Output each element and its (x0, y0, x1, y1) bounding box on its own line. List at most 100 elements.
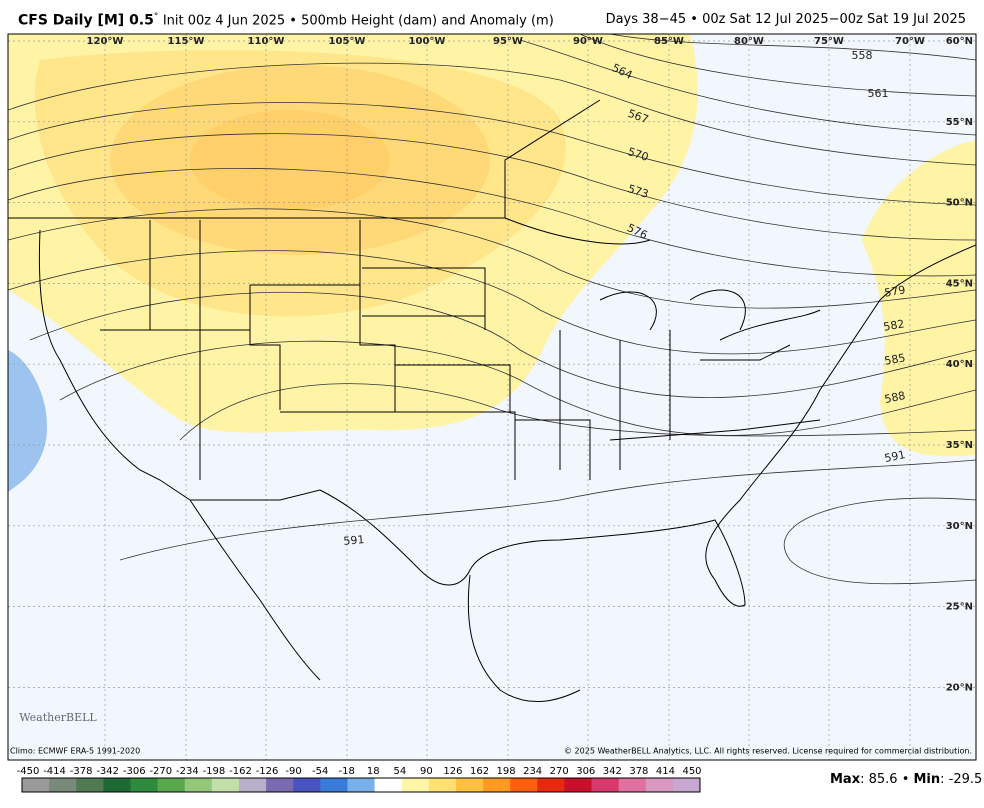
valid-time: Days 38−45 • 00z Sat 12 Jul 2025−00z Sat… (605, 12, 966, 27)
stats: Max: 85.6 • Min: -29.5 (830, 772, 982, 787)
lat-label: 55°N (946, 117, 973, 128)
climo-note: Climo: ECMWF ERA-5 1991-2020 (10, 747, 140, 756)
colorbar-tick-label: -198 (203, 766, 226, 777)
lon-label: 70°W (895, 36, 925, 47)
anomaly-negative (8, 350, 48, 492)
colorbar-tick-label: -270 (149, 766, 172, 777)
boundaries (8, 99, 976, 703)
colorbar-swatch (266, 778, 294, 792)
lon-label: 115°W (168, 36, 205, 47)
logo: WeatherBELL (19, 711, 97, 724)
colorbar-tick-label: 378 (629, 766, 648, 777)
contour-label: 585 (883, 351, 906, 367)
lon-label: 85°W (654, 36, 684, 47)
degree: ° (153, 12, 159, 22)
lon-label: 95°W (493, 36, 523, 47)
colorbar-tick-label: -18 (339, 766, 355, 777)
colorbar-tick-label: -414 (43, 766, 66, 777)
lat-label: 40°N (946, 359, 973, 370)
contour-label: 579 (883, 283, 906, 299)
colorbar-swatch (483, 778, 511, 792)
colorbar-swatch (22, 778, 50, 792)
colorbar-swatch (157, 778, 186, 792)
contour-label: 561 (868, 87, 889, 100)
contour-label: 591 (343, 533, 365, 548)
colorbar-swatch (428, 778, 457, 792)
colorbar-swatch (672, 778, 701, 792)
lat-label: 35°N (946, 440, 973, 451)
lon-label: 105°W (329, 36, 366, 47)
lat-label: 30°N (946, 521, 973, 532)
colorbar-tick-label: 234 (523, 766, 542, 777)
colorbar-tick-label: -378 (70, 766, 93, 777)
colorbar-swatch (103, 778, 131, 792)
colorbar-swatch (537, 778, 565, 792)
colorbar-tick-label: -126 (256, 766, 279, 777)
colorbar-swatch (130, 778, 159, 792)
colorbar-swatch (76, 778, 104, 792)
contour-label: 588 (883, 389, 906, 406)
lon-label: 110°W (248, 36, 285, 47)
header-left: CFS Daily [M] 0.5° Init 00z 4 Jun 2025 •… (18, 12, 554, 29)
colorbar-swatch (618, 778, 647, 792)
lat-label: 20°N (946, 682, 973, 693)
colorbar-tick-label: 306 (576, 766, 595, 777)
title: CFS Daily [M] 0.5 (18, 12, 154, 29)
colorbar-tick-label: 342 (603, 766, 622, 777)
subtitle: Init 00z 4 Jun 2025 • 500mb Height (dam)… (162, 13, 554, 29)
graticule (8, 34, 976, 760)
lon-label: 80°W (734, 36, 764, 47)
colorbar-tick-label: 54 (393, 766, 406, 777)
colorbar-tick-label: 90 (420, 766, 433, 777)
anomaly-positive (190, 110, 390, 210)
colorbar-tick-label: -54 (312, 766, 328, 777)
contour-label: 591 (883, 448, 906, 465)
contour-label: 582 (882, 317, 905, 333)
map-frame (7, 33, 977, 761)
colorbar-tick-label: 18 (367, 766, 380, 777)
colorbar-swatch (184, 778, 213, 792)
colorbar-tick-label: -306 (123, 766, 146, 777)
colorbar-swatch (374, 778, 403, 792)
lon-label: 120°W (87, 36, 124, 47)
colorbar-tick-label: 270 (550, 766, 569, 777)
lon-label: 75°W (814, 36, 844, 47)
colorbar-swatch (293, 778, 321, 792)
min-value: : -29.5 (940, 772, 982, 787)
colorbar-swatch (564, 778, 593, 792)
colorbar-tick-label: 198 (497, 766, 516, 777)
copyright: © 2025 WeatherBELL Analytics, LLC. All r… (564, 747, 972, 756)
colorbar-swatch (347, 778, 376, 792)
contour-label: 570 (626, 145, 650, 164)
contour-label: 573 (626, 182, 650, 201)
colorbar-tick-label: 414 (656, 766, 675, 777)
colorbar: -450 -414 -378 -342 -306 -270 -234 -198 -162 -126… (17, 766, 702, 793)
colorbar-swatch (401, 778, 430, 792)
colorbar-tick-label: -162 (229, 766, 252, 777)
colorbar-swatch (238, 778, 267, 792)
colorbar-frame (21, 777, 701, 793)
contour-label: 558 (852, 49, 873, 62)
colorbar-tick-label: -234 (176, 766, 199, 777)
lat-label: 60°N (946, 36, 973, 47)
colorbar-swatch (320, 778, 348, 792)
lat-label: 50°N (946, 198, 973, 209)
colorbar-tick-label: -342 (96, 766, 119, 777)
colorbar-swatch (645, 778, 674, 792)
min-label: Min (914, 772, 941, 787)
colorbar-swatch (591, 778, 620, 792)
colorbar-tick-label: -90 (285, 766, 301, 777)
lat-label: 25°N (946, 602, 973, 613)
max-label: Max (830, 772, 861, 787)
lat-label: 45°N (946, 278, 973, 289)
colorbar-tick-label: 450 (682, 766, 701, 777)
colorbar-tick-label: -450 (17, 766, 40, 777)
max-value: : 85.6 • (860, 772, 913, 787)
colorbar-swatch (455, 778, 484, 792)
lon-label: 90°W (573, 36, 603, 47)
lon-label: 100°W (409, 36, 446, 47)
colorbar-swatch (510, 778, 538, 792)
colorbar-tick-label: 162 (470, 766, 489, 777)
